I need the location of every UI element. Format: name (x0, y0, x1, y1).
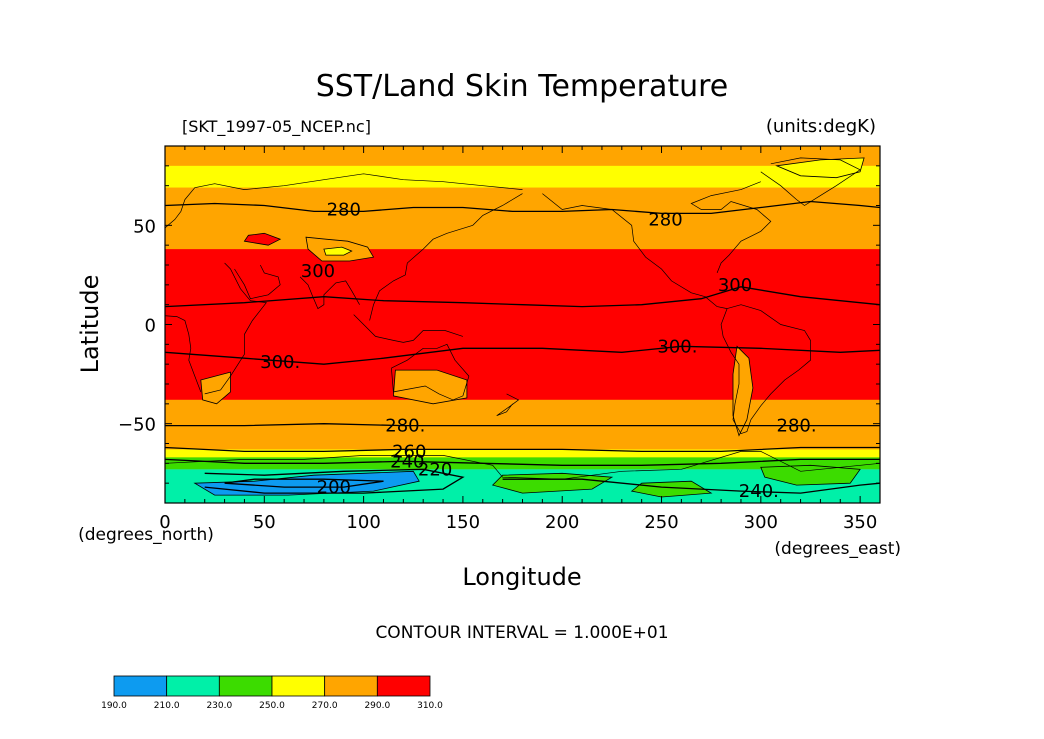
colorbar-segment-4 (324, 675, 378, 697)
coastline-north-america-west (542, 193, 728, 309)
region-antarctic-plateau (193, 470, 420, 496)
x-tick-label-4: 200 (545, 512, 579, 533)
contour-label-12: 240. (739, 481, 779, 502)
contour-label-7: 280. (777, 416, 817, 437)
colorbar-label-3: 250.0 (259, 701, 285, 711)
contour-line-280-1 (165, 423, 880, 427)
contour-line-300-2 (165, 345, 880, 365)
coastline-south-america-coast (720, 304, 811, 435)
coastline-africa-west (165, 315, 202, 393)
coastline-australia-coast (391, 343, 470, 401)
colorbar-label-6: 310.0 (417, 701, 443, 711)
region-tibet-core (323, 246, 353, 256)
contour-interval-text: CONTOUR INTERVAL = 1.000E+01 (375, 623, 668, 643)
contour-line-280-0 (165, 200, 880, 215)
contour-label-1: 280 (648, 209, 682, 230)
y-axis-title: Latitude (76, 275, 104, 374)
y-tick-label-0: 50 (133, 216, 156, 237)
contour-line-260-4 (165, 446, 880, 453)
colorbar-label-2: 230.0 (206, 701, 232, 711)
coastline-greenland-coast (760, 157, 861, 206)
contour-label-5: 300. (657, 336, 697, 357)
region-south-africa (200, 371, 231, 405)
colorbar-segment-1 (166, 675, 220, 697)
contour-label-4: 300. (260, 352, 300, 373)
temperature-band-0 (165, 146, 880, 166)
contour-label-0: 280 (327, 199, 361, 220)
colorbar-label-0: 190.0 (101, 701, 127, 711)
coastline-north-america-east (690, 181, 772, 274)
region-south-america (732, 345, 754, 437)
dataset-label: [SKT_1997-05_NCEP.nc] (182, 117, 371, 137)
contour-line-300-3 (165, 286, 880, 308)
x-tick-label-3: 150 (446, 512, 480, 533)
region-amundsen-ice (630, 480, 713, 498)
x-tick-label-5: 250 (644, 512, 678, 533)
contour-label-2: 300 (301, 261, 335, 282)
coastline-nz (496, 393, 520, 417)
region-weddell-ice (760, 464, 861, 486)
x-unit-label: (degrees_east) (774, 539, 901, 559)
x-tick-label-6: 300 (744, 512, 778, 533)
contour-label-3: 300 (718, 275, 752, 296)
region-caspian-warm (243, 232, 282, 246)
contour-line-240-8 (502, 478, 880, 494)
region-australia (392, 369, 468, 405)
x-tick-label-7: 350 (843, 512, 877, 533)
colorbar-label-1: 210.0 (154, 701, 180, 711)
temperature-band-1 (165, 165, 880, 188)
colorbar-segment-0 (113, 675, 168, 697)
contour-label-9: 240 (390, 451, 424, 472)
x-axis-title: Longitude (462, 563, 581, 591)
contour-label-11: 200 (317, 477, 351, 498)
coastline-indonesia (353, 314, 464, 343)
colorbar-segment-3 (271, 675, 326, 697)
region-greenland (775, 157, 865, 179)
colorbar-label-4: 270.0 (312, 701, 338, 711)
contour-label-10: 220 (418, 459, 452, 480)
chart-title: SST/Land Skin Temperature (316, 69, 729, 104)
units-label: (units:degK) (766, 116, 876, 137)
y-tick-label-2: −50 (118, 415, 156, 436)
colorbar: 190.0 210.0 230.0 250.0 270.0 290.0 310.0 (101, 675, 443, 711)
x-tick-label-1: 50 (253, 512, 276, 533)
contour-label-8: 260 (392, 441, 426, 462)
temperature-band-2 (165, 187, 880, 250)
coastline-asia-east (369, 193, 523, 321)
y-tick-label-1: 0 (145, 316, 156, 337)
coastline-africa-east (204, 262, 267, 395)
temperature-band-6 (165, 457, 880, 470)
y-unit-label: (degrees_north) (78, 525, 214, 545)
coastline-india (299, 276, 360, 310)
colorbar-segment-5 (376, 675, 431, 697)
region-ross-ice (491, 472, 614, 494)
contour-label-6: 280. (385, 416, 425, 437)
contour-line-200-7 (224, 478, 384, 488)
temperature-band-3 (165, 249, 880, 400)
coastline-arabia (234, 264, 281, 300)
x-tick-label-2: 100 (346, 512, 380, 533)
temperature-band-5 (165, 449, 880, 458)
colorbar-label-5: 290.0 (364, 701, 390, 711)
colorbar-segment-2 (218, 675, 273, 697)
x-tick-label-0: 0 (159, 512, 170, 533)
contour-line-220-6 (204, 468, 465, 494)
contour-line-240-5 (165, 458, 880, 466)
